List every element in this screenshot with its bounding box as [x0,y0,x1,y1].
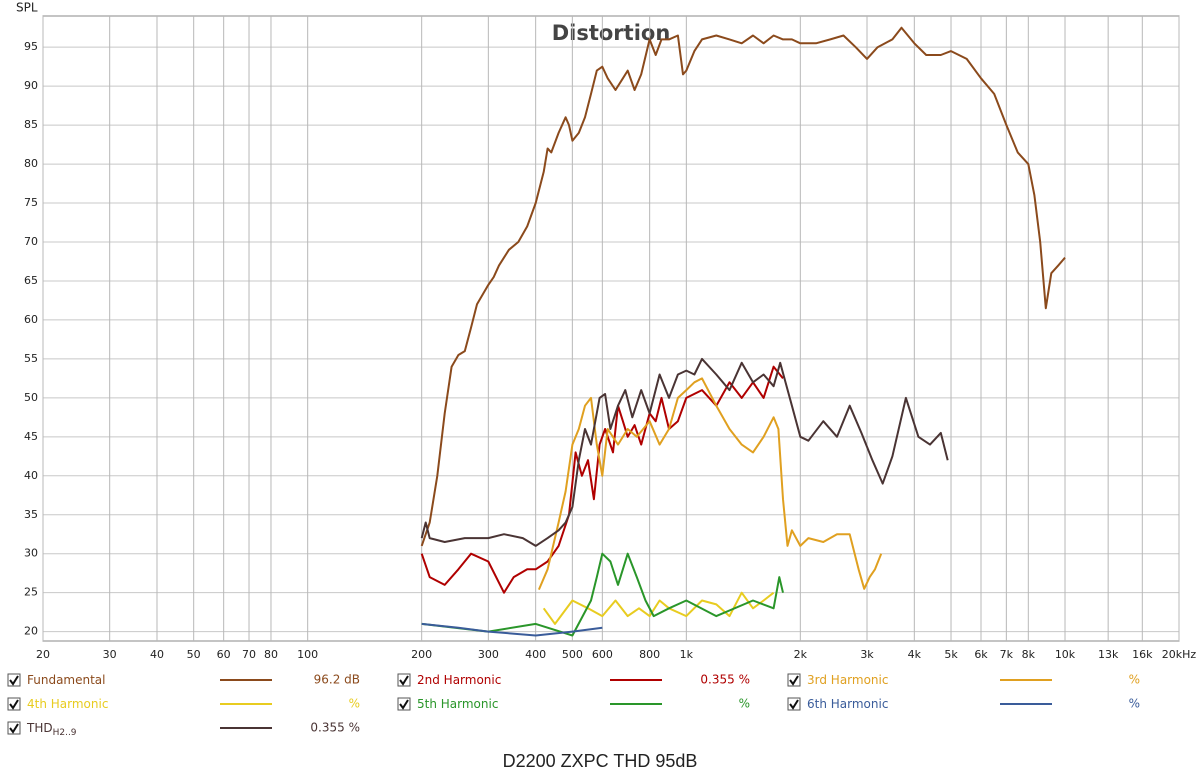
grid [42,16,1180,641]
legend-name: 4th Harmonic [27,697,108,711]
series-line [537,377,883,590]
legend-name: 5th Harmonic [417,697,498,711]
legend-readout: 96.2 dB [314,673,360,687]
x-tick-label: 5k [944,648,958,661]
legend-entry: 2nd Harmonic 0.355 % [397,673,750,687]
y-tick-label: 35 [24,508,38,521]
x-tick-label: 1k [680,648,694,661]
legend-checkbox[interactable] [787,697,801,711]
series-line [542,591,775,625]
series-line [420,26,1066,547]
legend-name: 6th Harmonic [807,697,888,711]
y-tick-label: 50 [24,391,38,404]
x-tick-label: 400 [525,648,546,661]
legend-label: 2nd Harmonic [417,673,501,687]
y-tick-label: 70 [24,235,38,248]
y-tick-label: 90 [24,79,38,92]
checkbox-check [399,699,409,710]
x-tick-label: 8k [1022,648,1036,661]
legend-checkbox[interactable] [397,673,411,687]
checkbox-check [789,675,799,686]
x-tick-label: 40 [150,648,164,661]
legend-checkbox[interactable] [7,721,21,735]
x-tick-label: 13k [1098,648,1119,661]
series-line [421,552,784,637]
series-line [421,622,603,637]
y-tick-label: 80 [24,157,38,170]
y-tick-label: 25 [24,586,38,599]
x-tick-label: 80 [264,648,278,661]
y-tick-label: 40 [24,469,38,482]
y-axis-label: SPL [16,1,38,15]
y-tick-label: 95 [24,40,38,53]
series-line [420,365,784,594]
checkbox-check [9,699,19,710]
legend-entry: 6th Harmonic% [787,697,1140,711]
legend-entry: THDH2..9 0.355 % [7,721,360,738]
y-tick-label: 60 [24,313,38,326]
x-tick-label: 16k [1132,648,1153,661]
x-tick-label: 60 [217,648,231,661]
checkbox-check [9,723,19,734]
x-tick-label: 30 [103,648,117,661]
footer: D2200 ZXPC THD 95dB [503,751,698,771]
x-tick-label: 20kHz [1162,648,1197,661]
y-tick-label: 65 [24,274,38,287]
legend-checkbox[interactable] [7,697,21,711]
x-tick-label: 800 [639,648,660,661]
y-tick-label: 30 [24,547,38,560]
x-tick-label: 2k [794,648,808,661]
y-tick-label: 55 [24,352,38,365]
legend-label: THDH2..9 [26,721,77,738]
x-tick-label: 4k [908,648,922,661]
legend-label: 5th Harmonic [417,697,498,711]
legend-label: Fundamental [27,673,106,687]
legend-checkbox[interactable] [787,673,801,687]
legend-readout: 0.355 % [700,673,750,687]
legend-name: Fundamental [27,673,106,687]
legend-readout: 0.355 % [310,721,360,735]
legend-entry: 5th Harmonic% [397,697,750,711]
legend-label: 3rd Harmonic [807,673,888,687]
plot-area [42,15,1180,642]
checkbox-check [789,699,799,710]
legend-label: 4th Harmonic [27,697,108,711]
series-line [420,357,949,547]
legend-readout: % [349,697,360,711]
legend-readout: % [1129,673,1140,687]
checkbox-check [399,675,409,686]
legend-name: 2nd Harmonic [417,673,501,687]
x-tick-label: 3k [860,648,874,661]
x-tick-label: 50 [187,648,201,661]
legend-checkbox[interactable] [7,673,21,687]
legend-name: THD [26,721,53,735]
x-tick-label: 6k [974,648,988,661]
chart-title: Distortion [552,21,671,45]
y-tick-label: 20 [24,625,38,638]
legend-readout: % [739,697,750,711]
x-tick-label: 500 [562,648,583,661]
x-tick-label: 10k [1055,648,1076,661]
legend-label: 6th Harmonic [807,697,888,711]
legend-entry: 4th Harmonic% [7,697,360,711]
legend-checkbox[interactable] [397,697,411,711]
y-tick-label: 75 [24,196,38,209]
checkbox-check [9,675,19,686]
x-tick-label: 20 [36,648,50,661]
legend-readout: % [1129,697,1140,711]
x-tick-label: 300 [478,648,499,661]
y-tick-label: 45 [24,430,38,443]
legend-entry: Fundamental 96.2 dB [7,673,360,687]
x-tick-label: 7k [1000,648,1014,661]
x-tick-label: 600 [592,648,613,661]
legend-name: 3rd Harmonic [807,673,888,687]
legend-entry: 3rd Harmonic% [787,673,1140,687]
x-tick-label: 200 [411,648,432,661]
legend-subscript: H2..9 [53,728,77,738]
x-tick-label: 70 [242,648,256,661]
y-tick-label: 85 [24,118,38,131]
x-tick-label: 100 [297,648,318,661]
